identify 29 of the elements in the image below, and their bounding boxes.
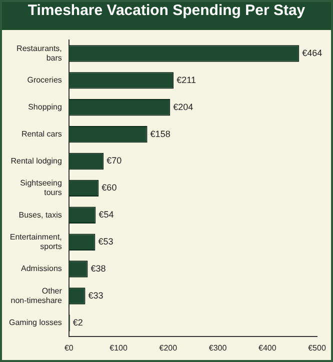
y-tick-label: Entertainment, sports — [10, 232, 62, 252]
chart-title: Timeshare Vacation Spending Per Stay — [2, 2, 331, 30]
x-tick-label: €200 — [159, 343, 178, 352]
data-label: €60 — [102, 182, 117, 193]
data-label: €53 — [98, 236, 114, 247]
y-tick-label: Rental cars — [21, 130, 62, 139]
y-tick-label: Other non-timeshare — [10, 286, 62, 305]
x-tick-label: €400 — [258, 343, 277, 352]
data-label: €70 — [106, 156, 122, 166]
data-label: €464 — [302, 48, 322, 58]
y-tick-label: Rental lodging — [10, 156, 62, 166]
data-label: €211 — [176, 74, 196, 85]
x-tick-label: €500 — [308, 343, 326, 352]
x-tick-label: €300 — [208, 343, 228, 352]
data-label: €38 — [90, 264, 106, 274]
y-tick-label: Gaming losses — [8, 318, 62, 328]
data-label: €204 — [173, 102, 194, 112]
y-tick-label: Groceries — [27, 76, 62, 85]
x-tick-label: €0 — [64, 343, 74, 352]
y-tick-label: Admissions — [21, 264, 62, 274]
data-label: €54 — [98, 210, 114, 220]
y-tick-label: Restaurants, bars — [16, 44, 62, 62]
y-tick-label: Sightseeing tours — [20, 178, 62, 198]
data-label: €2 — [72, 317, 83, 328]
data-label: €158 — [150, 128, 170, 139]
y-tick-label: Buses, taxis — [18, 210, 62, 220]
y-tick-label: Shopping — [28, 102, 62, 112]
data-label: €33 — [88, 290, 104, 300]
x-tick-label: €100 — [110, 343, 128, 352]
